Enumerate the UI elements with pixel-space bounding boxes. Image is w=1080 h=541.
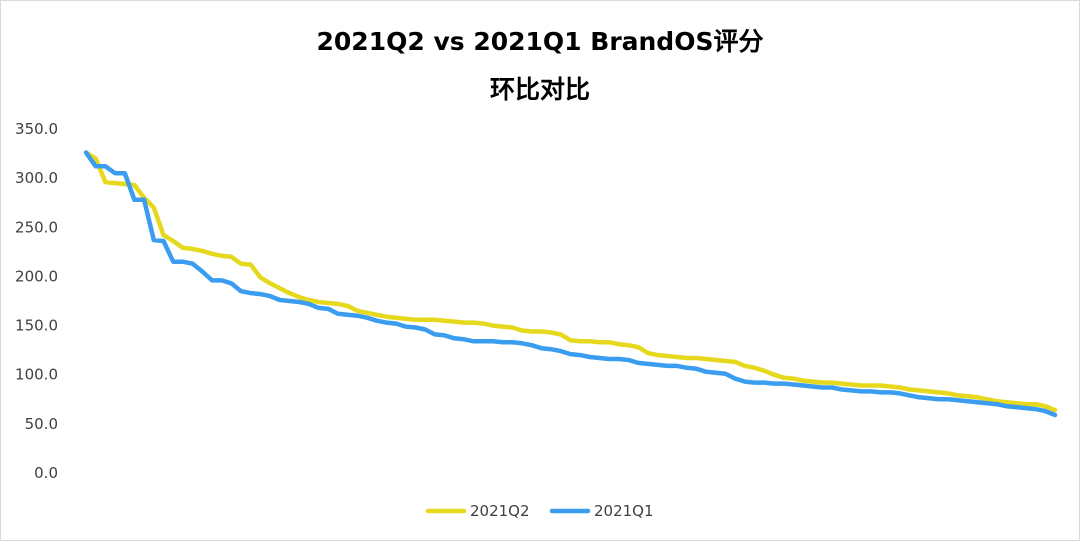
y-axis: 0.0 50.0 100.0 150.0 200.0 250.0 300.0 350.0 [15,120,58,482]
series-line-2021Q1 [83,150,1058,418]
y-tick-label: 350.0 [15,120,58,138]
chart-subtitle: 环比对比 [489,75,590,104]
chart-title: 2021Q2 vs 2021Q1 BrandOS评分 [316,27,764,56]
series-line-2021Q2 [83,150,1058,413]
y-tick-label: 150.0 [15,317,58,335]
y-tick-label: 50.0 [25,415,58,433]
plot-area [83,150,1058,418]
y-tick-label: 300.0 [15,169,58,187]
y-tick-label: 100.0 [15,366,58,384]
y-tick-label: 250.0 [15,218,58,236]
y-tick-label: 0.0 [34,464,58,482]
legend: 2021Q2 2021Q1 [425,502,654,520]
legend-label-2021Q1: 2021Q1 [594,502,654,520]
legend-label-2021Q2: 2021Q2 [470,502,530,520]
y-tick-label: 200.0 [15,267,58,285]
